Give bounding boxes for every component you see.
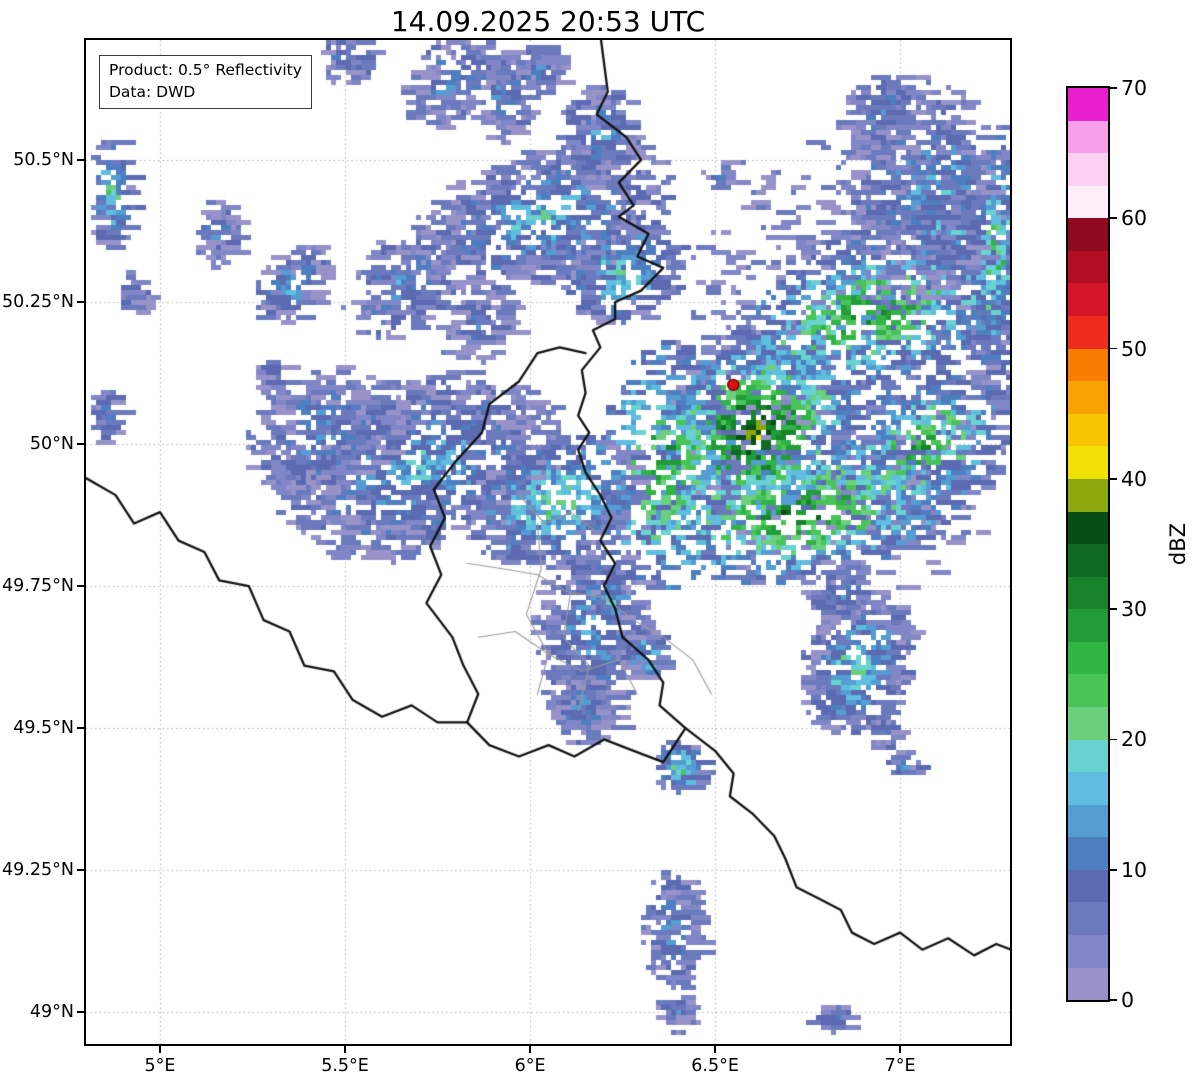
y-tick-label: 49.75°N	[2, 576, 74, 597]
colorbar	[1066, 86, 1110, 1002]
colorbar-band	[1068, 641, 1108, 675]
map-plot-area: Product: 0.5° Reflectivity Data: DWD	[84, 38, 1012, 1046]
colorbar-band	[1068, 250, 1108, 284]
colorbar-band	[1068, 511, 1108, 545]
colorbar-tick-mark	[1110, 347, 1117, 350]
colorbar-tick-mark	[1110, 87, 1117, 89]
colorbar-band	[1068, 609, 1108, 642]
colorbar-band	[1068, 544, 1108, 577]
x-tick-mark	[159, 1046, 161, 1053]
x-tick-mark	[899, 1046, 901, 1053]
product-info-box: Product: 0.5° Reflectivity Data: DWD	[99, 55, 312, 110]
colorbar-tick-mark	[1110, 608, 1117, 610]
colorbar-band	[1068, 185, 1108, 219]
y-tick-mark	[77, 727, 84, 729]
y-tick-label: 49.25°N	[2, 860, 74, 881]
y-tick-label: 50°N	[29, 433, 74, 454]
colorbar-tick-label: 50	[1121, 336, 1148, 361]
y-tick-label: 50.5°N	[13, 149, 74, 170]
x-tick-label: 6°E	[514, 1056, 546, 1076]
colorbar-tick-label: 30	[1121, 597, 1148, 622]
y-tick-label: 50.25°N	[2, 291, 74, 312]
colorbar-tick-label: 20	[1121, 727, 1148, 752]
colorbar-tick-label: 60	[1121, 206, 1148, 231]
colorbar-band	[1068, 902, 1108, 936]
colorbar-band	[1068, 706, 1108, 740]
colorbar-tick-label: 70	[1121, 76, 1148, 100]
colorbar-band	[1068, 935, 1108, 968]
colorbar-band	[1068, 120, 1108, 154]
colorbar-band	[1068, 218, 1108, 251]
colorbar-tick-mark	[1110, 868, 1117, 871]
colorbar-tick-mark	[1110, 217, 1117, 220]
colorbar-tick-label: 10	[1121, 857, 1148, 882]
colorbar-band	[1068, 413, 1108, 447]
colorbar-tick-mark	[1110, 999, 1117, 1001]
x-tick-label: 5.5°E	[321, 1056, 369, 1076]
colorbar-band	[1068, 674, 1108, 707]
colorbar-band	[1068, 348, 1108, 382]
colorbar-band	[1068, 316, 1108, 349]
colorbar-label: dBZ	[1166, 522, 1190, 566]
y-tick-mark	[77, 585, 84, 587]
colorbar-band	[1068, 283, 1108, 317]
y-tick-label: 49.5°N	[13, 718, 74, 739]
colorbar-band	[1068, 869, 1108, 903]
colorbar-band	[1068, 772, 1108, 805]
product-label: Product: 0.5° Reflectivity	[109, 61, 302, 79]
x-tick-label: 7°E	[884, 1056, 916, 1076]
colorbar-band	[1068, 576, 1108, 610]
y-tick-mark	[77, 869, 84, 871]
y-tick-mark	[77, 159, 84, 161]
colorbar-band	[1068, 446, 1108, 479]
x-tick-mark	[344, 1046, 346, 1053]
colorbar-band	[1068, 153, 1108, 186]
x-tick-label: 6.5°E	[691, 1056, 739, 1076]
x-tick-label: 5°E	[144, 1056, 176, 1076]
x-tick-mark	[714, 1046, 716, 1053]
figure-title: 14.09.2025 20:53 UTC	[390, 5, 706, 38]
colorbar-band	[1068, 967, 1108, 1001]
y-tick-mark	[77, 301, 84, 303]
colorbar-band	[1068, 837, 1108, 870]
colorbar-band	[1068, 739, 1108, 773]
colorbar-band	[1068, 804, 1108, 838]
colorbar-tick-label: 40	[1121, 466, 1148, 491]
y-tick-mark	[77, 1011, 84, 1013]
colorbar-tick-mark	[1110, 478, 1117, 480]
radar-map-canvas	[86, 40, 1010, 1044]
x-tick-mark	[529, 1046, 531, 1053]
y-tick-mark	[77, 443, 84, 445]
colorbar-tick-label: 0	[1121, 988, 1135, 1012]
colorbar-band	[1068, 478, 1108, 512]
colorbar-band	[1068, 88, 1108, 121]
colorbar-tick-mark	[1110, 738, 1117, 741]
y-tick-label: 49°N	[29, 1002, 74, 1023]
colorbar-band	[1068, 381, 1108, 414]
data-source-label: Data: DWD	[109, 82, 196, 101]
